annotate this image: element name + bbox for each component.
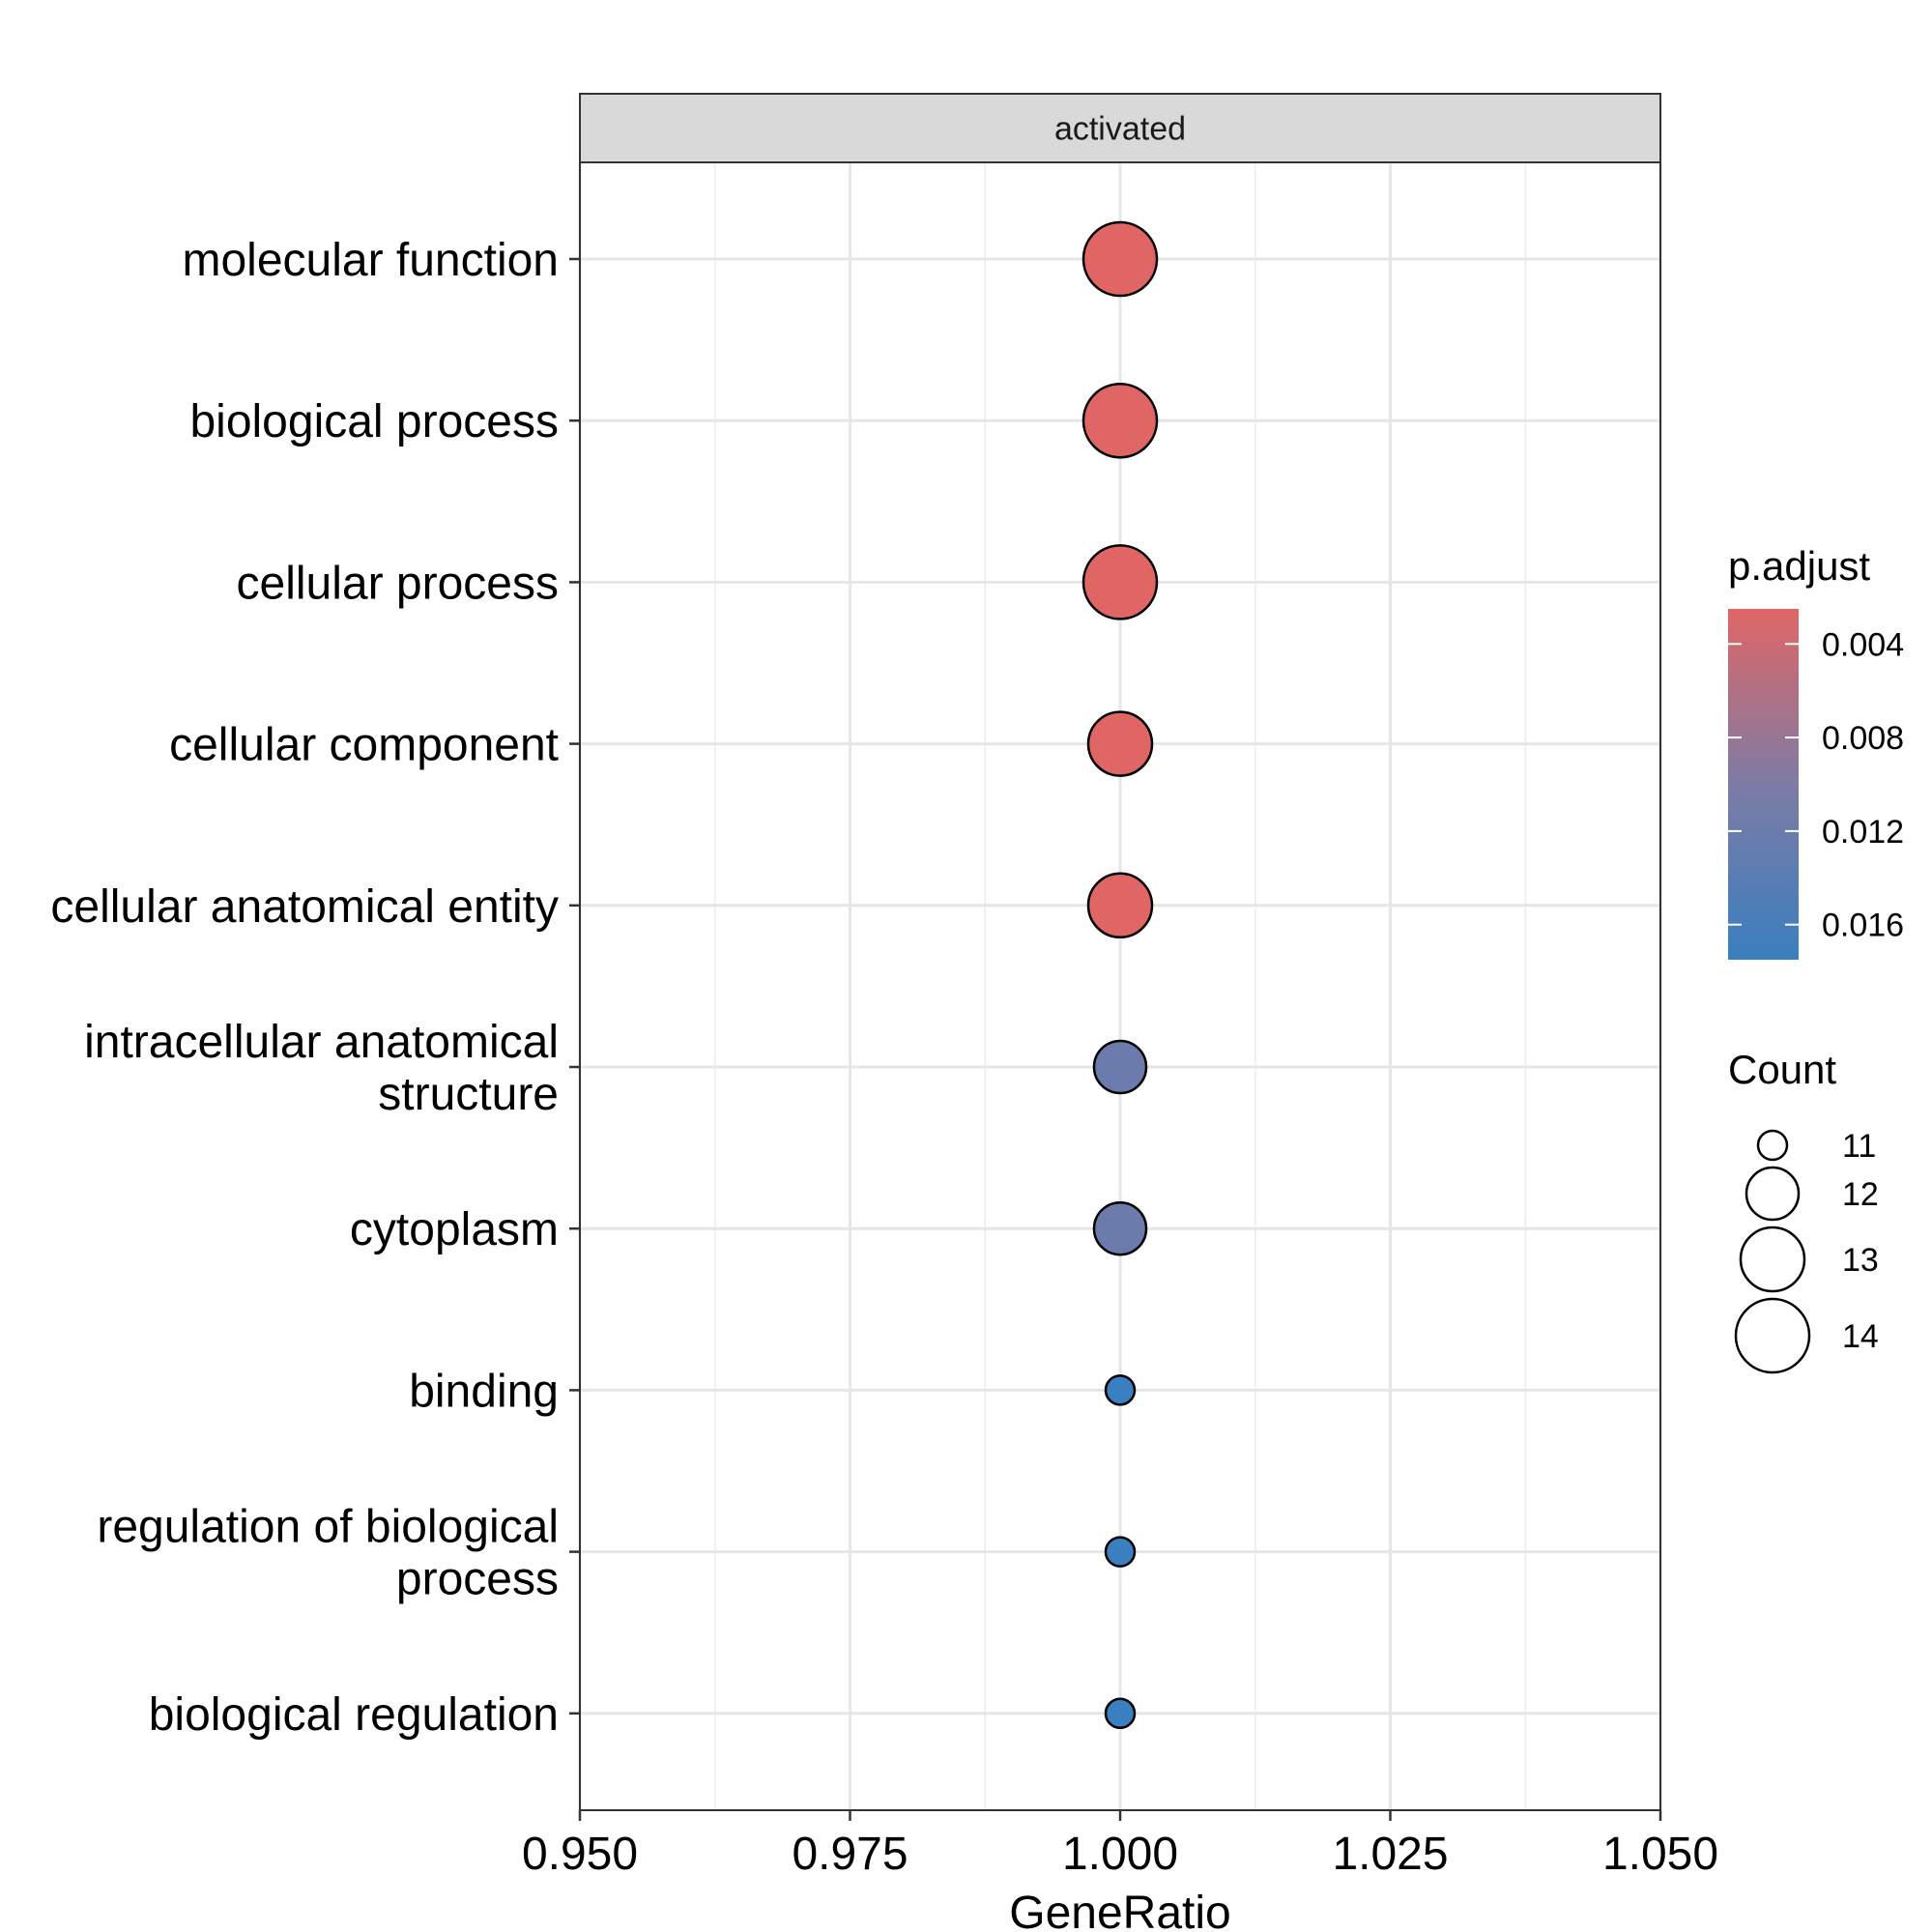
size-legend-label: 14	[1842, 1318, 1879, 1355]
size-legend-title: Count	[1728, 1047, 1836, 1092]
facet-label: activated	[1054, 111, 1186, 148]
category-label: binding	[409, 1366, 559, 1417]
color-legend-label: 0.012	[1822, 814, 1904, 851]
data-point	[1081, 382, 1159, 459]
category-label: regulation of biological process	[97, 1502, 559, 1605]
plot-panel: activated	[579, 93, 1661, 1811]
color-legend-label: 0.004	[1822, 626, 1904, 663]
color-legend-label: 0.016	[1822, 908, 1904, 944]
color-legend-label: 0.008	[1822, 720, 1904, 757]
x-tick-label: 0.950	[522, 1829, 638, 1880]
data-point	[1081, 220, 1159, 298]
size-legend-label: 11	[1842, 1128, 1876, 1165]
data-point	[1092, 1200, 1148, 1256]
y-axis: molecular function biological process cell…	[50, 235, 580, 1741]
data-point	[1086, 872, 1154, 939]
size-legend-circle	[1756, 1129, 1789, 1162]
data-point	[1081, 544, 1159, 620]
category-label: cellular anatomical entity	[50, 881, 559, 933]
x-tick-label: 0.975	[792, 1829, 908, 1880]
x-axis: 0.950 0.975 1.000 1.025 1.050	[522, 1810, 1718, 1880]
p-adjust-legend: p.adjust 0.004 0.008 0.012 0.016	[1728, 543, 1904, 960]
color-bar	[1728, 609, 1799, 960]
facet-strip	[579, 93, 1661, 163]
size-legend-circle	[1745, 1166, 1801, 1222]
category-label: intracellular anatomical structure	[84, 1017, 559, 1120]
x-axis-title: GeneRatio	[1009, 1888, 1230, 1932]
size-legend-label: 12	[1842, 1176, 1879, 1213]
size-legend-label: 13	[1842, 1242, 1879, 1279]
data-point	[1092, 1039, 1148, 1095]
data-point	[1104, 1536, 1137, 1568]
data-point	[1086, 710, 1154, 777]
color-legend-title: p.adjust	[1728, 543, 1870, 589]
category-label: cytoplasm	[350, 1204, 559, 1255]
x-tick-label: 1.050	[1602, 1829, 1718, 1880]
x-tick-label: 1.025	[1332, 1829, 1448, 1880]
category-label: biological regulation	[149, 1689, 559, 1741]
size-legend-circle	[1734, 1297, 1811, 1374]
category-label: cellular component	[169, 720, 559, 771]
data-point	[1104, 1697, 1137, 1730]
category-label: molecular function	[182, 235, 559, 286]
category-label: biological process	[189, 396, 559, 447]
category-label: cellular process	[237, 558, 559, 609]
x-tick-label: 1.000	[1062, 1829, 1178, 1880]
size-legend-circle	[1739, 1226, 1806, 1293]
data-point	[1104, 1374, 1137, 1406]
data-points	[1081, 220, 1159, 1730]
